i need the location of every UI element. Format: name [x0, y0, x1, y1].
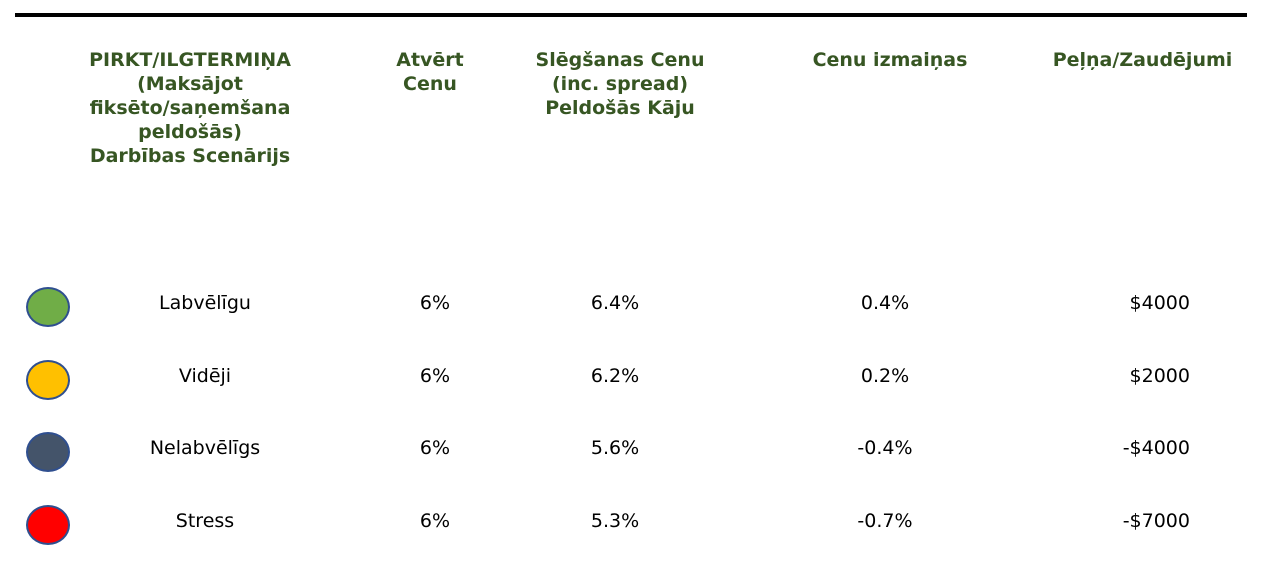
- status-dot: [26, 432, 70, 472]
- cell: $4000: [1129, 292, 1190, 314]
- status-dot: [26, 360, 70, 400]
- cell: -0.7%: [857, 510, 913, 532]
- status-dot: [26, 287, 70, 327]
- cell: Stress: [175, 510, 235, 532]
- cell: 6%: [419, 365, 451, 387]
- cell: 5.6%: [590, 437, 640, 459]
- top-rule: [15, 13, 1247, 17]
- column-header: Atvērt Cenu: [396, 49, 464, 95]
- cell: 0.2%: [860, 365, 910, 387]
- cell: 6.2%: [590, 365, 640, 387]
- cell: $2000: [1129, 365, 1190, 387]
- cell: 6%: [419, 510, 451, 532]
- cell: Vidēji: [178, 365, 232, 387]
- column-header: PIRKT/ILGTERMIŅA (Maksājot fiksēto/saņem…: [89, 49, 291, 167]
- column-header: Cenu izmaiņas: [812, 49, 968, 71]
- status-dot: [26, 505, 70, 545]
- column-header: Peļņa/Zaudējumi: [1052, 49, 1233, 71]
- column-header: Slēgšanas Cenu (inc. spread) Peldošās Kā…: [535, 49, 705, 119]
- cell: Nelabvēlīgs: [149, 437, 261, 459]
- cell: 6%: [419, 437, 451, 459]
- cell: 6%: [419, 292, 451, 314]
- cell: Labvēlīgu: [159, 292, 251, 314]
- cell: -$4000: [1122, 437, 1190, 459]
- cell: 5.3%: [590, 510, 640, 532]
- cell: -0.4%: [857, 437, 913, 459]
- cell: -$7000: [1122, 510, 1190, 532]
- cell: 6.4%: [590, 292, 640, 314]
- cell: 0.4%: [860, 292, 910, 314]
